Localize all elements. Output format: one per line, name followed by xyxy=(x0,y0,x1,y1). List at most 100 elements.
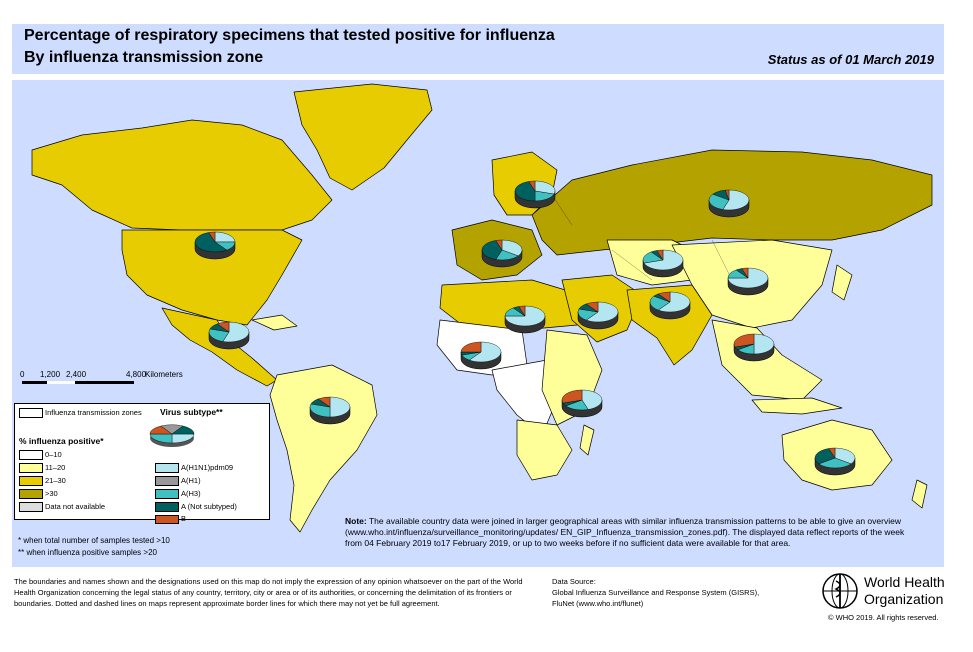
pie-south-america xyxy=(309,396,351,425)
pie-slice-eastern-asia-b xyxy=(741,267,749,279)
scale-bar-segment xyxy=(47,381,75,384)
legend-swatch-not-subtyped xyxy=(155,502,179,512)
legend-swatch-11-20 xyxy=(19,463,43,473)
who-logo: World Health Organization xyxy=(820,571,960,611)
legend-label-over-30: >30 xyxy=(45,489,58,498)
pie-slice-eastern-africa-h1n1 xyxy=(581,389,603,410)
legend-label-h1: A(H1) xyxy=(181,476,201,485)
pie-western-africa xyxy=(460,341,502,370)
pie-slice-south-america-h3 xyxy=(309,403,331,418)
pie-slice-western-asia-b xyxy=(585,301,599,313)
legend-swatch-h3 xyxy=(155,489,179,499)
scale-tick-4800: 4,800 xyxy=(126,370,147,379)
pie-slice-south-america-h1n1 xyxy=(329,396,351,418)
pie-slice-central-america-b xyxy=(216,321,230,333)
pie-slice-north-america-not_subtyped xyxy=(194,232,228,253)
legend-label-not-subtyped: A (Not subtyped) xyxy=(181,502,237,511)
legend-swatch-over-30 xyxy=(19,489,43,499)
pie-south-west-europe xyxy=(481,239,523,268)
pie-central-asia xyxy=(642,249,684,278)
pie-slice-northern-africa-b xyxy=(518,305,526,317)
legend-footnote-2: ** when influenza positive samples >20 xyxy=(18,548,157,557)
pie-slice-oceania-not_subtyped xyxy=(814,448,836,465)
pie-slice-western-asia-h1n1 xyxy=(585,301,619,323)
disclaimer: The boundaries and names shown and the d… xyxy=(14,577,523,608)
pie-slice-central-america-h1n1 xyxy=(222,321,250,343)
legend-swatch-h1 xyxy=(155,476,179,486)
legend-percent-title: % influenza positive* xyxy=(19,436,104,446)
legend-pie-icon xyxy=(149,424,195,447)
data-source-line-2: FluNet (www.who.int/flunet) xyxy=(552,599,644,608)
scale-tick-1200: 1,200 xyxy=(40,370,61,379)
who-emblem-icon xyxy=(822,573,858,609)
legend-label-21-30: 21–30 xyxy=(45,476,66,485)
pie-slice-southern-asia-h1n1 xyxy=(657,291,691,313)
data-source-line-1: Global Influenza Surveillance and Respon… xyxy=(552,588,760,597)
legend-zones-label: Influenza transmission zones xyxy=(45,408,142,417)
pie-slice-southern-asia-h3 xyxy=(649,295,671,311)
who-name-line-1: World Health xyxy=(864,574,945,590)
pie-eastern-asia xyxy=(727,267,769,296)
pie-slice-eastern-europe-h1n1 xyxy=(722,189,750,211)
world-map-svg xyxy=(31,83,933,533)
southern-africa-region xyxy=(516,419,573,481)
northern-africa-region xyxy=(439,279,583,331)
legend-footnote-1: * when total number of samples tested >1… xyxy=(18,536,170,545)
legend-virus-title: Virus subtype** xyxy=(160,407,223,417)
note-block: Note: The available country data were jo… xyxy=(345,516,905,549)
pie-northern-africa xyxy=(504,305,546,334)
pie-slice-western-africa-h1n1 xyxy=(468,341,502,363)
pie-slice-southern-asia-b xyxy=(657,291,671,303)
pie-slice-northern-europe-h1n1 xyxy=(534,180,556,195)
status-date: Status as of 01 March 2019 xyxy=(767,52,934,67)
pie-slice-south-west-europe-h1n1 xyxy=(501,239,523,257)
pie-slice-north-america-b xyxy=(208,231,216,243)
indonesia-region xyxy=(751,397,843,415)
pie-slice-north-america-h1n1 xyxy=(214,231,236,243)
legend-label-h3: A(H3) xyxy=(181,489,201,498)
pie-slice-eastern-europe-b xyxy=(724,189,730,201)
legend-label-not-available: Data not available xyxy=(45,502,106,511)
north-america-north-region xyxy=(31,119,333,231)
scale-unit: Kilometers xyxy=(145,370,183,379)
pie-south-east-asia xyxy=(733,333,775,362)
scale-tick-2400: 2,400 xyxy=(66,370,87,379)
pie-slice-northern-europe-b xyxy=(528,180,536,192)
pie-slice-oceania-h1n1 xyxy=(834,447,856,465)
pie-slice-south-west-europe-b xyxy=(495,239,503,251)
new-zealand-region xyxy=(911,479,928,509)
pie-slice-northern-europe-not_subtyped xyxy=(514,181,536,202)
pie-eastern-africa xyxy=(561,389,603,418)
scale-tick-0: 0 xyxy=(20,370,25,379)
pie-central-america xyxy=(208,321,250,350)
south-east-asia-region xyxy=(711,319,823,401)
legend-swatch-21-30 xyxy=(19,476,43,486)
pie-slice-central-america-h3 xyxy=(208,328,230,342)
data-source-label: Data Source: xyxy=(552,577,596,586)
pie-western-asia xyxy=(577,301,619,330)
legend-swatch-not-available xyxy=(19,502,43,512)
pie-slice-eastern-asia-h1n1 xyxy=(727,267,769,289)
madagascar-region xyxy=(579,424,595,456)
south-america-region xyxy=(269,364,378,533)
caribbean-region xyxy=(251,314,298,331)
pie-layer xyxy=(194,180,856,476)
pie-slice-northern-africa-h1n1 xyxy=(504,305,546,327)
pie-slice-south-east-asia-b xyxy=(733,333,755,348)
legend: Influenza transmission zones Virus subty… xyxy=(14,403,270,524)
pie-eastern-europe xyxy=(708,189,750,218)
pie-north-america xyxy=(194,231,236,260)
pie-slice-oceania-b xyxy=(828,447,836,459)
data-source: Data Source: Global Influenza Surveillan… xyxy=(552,576,812,609)
japan-region xyxy=(831,264,853,301)
note-label: Note: xyxy=(345,516,367,526)
southern-asia-region xyxy=(626,284,713,366)
who-name-line-2: Organization xyxy=(864,591,944,607)
header-band: Percentage of respiratory specimens that… xyxy=(12,24,944,74)
pie-slice-central-asia-h1n1 xyxy=(643,249,684,271)
copyright: © WHO 2019. All rights reserved. xyxy=(828,613,939,622)
scale-bar-line xyxy=(22,381,134,384)
pie-slice-south-america-b xyxy=(317,396,331,408)
pie-oceania xyxy=(814,447,856,476)
pie-slice-south-east-asia-h1n1 xyxy=(753,333,775,355)
